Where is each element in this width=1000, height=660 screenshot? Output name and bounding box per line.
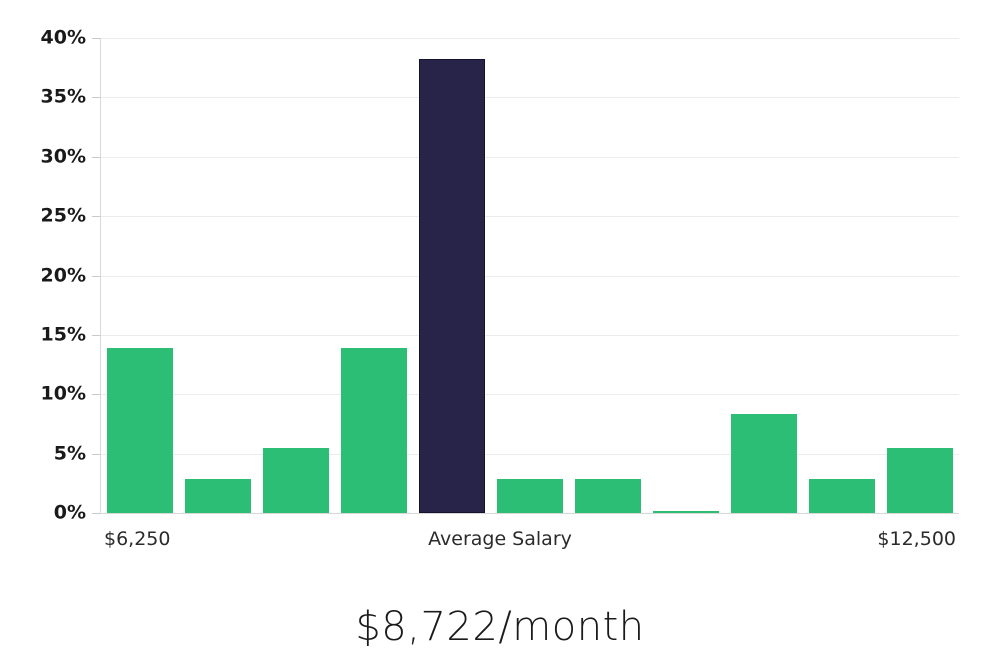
y-axis-label-10: 10% [40, 382, 86, 405]
y-axis-label-40: 40% [40, 26, 86, 49]
gridline-0-baseline [101, 513, 959, 514]
y-axis-labels: 40% 35% 30% 25% 20% 15% 10% 5% 0% [0, 0, 86, 660]
bar[interactable] [107, 347, 173, 513]
y-tick-mark-20 [92, 276, 100, 277]
bar[interactable] [497, 479, 563, 513]
gridline-10 [101, 394, 959, 395]
bar[interactable] [887, 447, 953, 513]
y-axis-label-35: 35% [40, 85, 86, 108]
y-tick-mark-25 [92, 216, 100, 217]
y-tick-mark-0 [92, 513, 100, 514]
y-axis-label-25: 25% [40, 204, 86, 227]
y-axis-label-5: 5% [53, 442, 86, 465]
y-tick-mark-35 [92, 97, 100, 98]
y-tick-mark-10 [92, 394, 100, 395]
gridline-5 [101, 454, 959, 455]
bar[interactable] [185, 479, 251, 513]
x-axis-label-max: $12,500 [877, 528, 956, 550]
y-axis-spine [100, 38, 101, 514]
y-tick-mark-15 [92, 335, 100, 336]
bar[interactable] [575, 479, 641, 513]
y-axis-label-15: 15% [40, 323, 86, 346]
bar[interactable] [419, 59, 485, 513]
bar-series [101, 38, 959, 514]
bar[interactable] [341, 347, 407, 513]
gridline-40 [101, 38, 959, 39]
bar[interactable] [731, 414, 797, 513]
chart-footer-title: $8,722/month [355, 604, 645, 650]
bar[interactable] [809, 479, 875, 513]
bar[interactable] [653, 510, 719, 513]
gridline-35 [101, 97, 959, 98]
bar[interactable] [263, 447, 329, 513]
y-axis-label-20: 20% [40, 264, 86, 287]
y-tick-mark-5 [92, 454, 100, 455]
x-axis-title: Average Salary [428, 528, 572, 550]
y-axis-label-30: 30% [40, 145, 86, 168]
gridline-25 [101, 216, 959, 217]
gridline-15 [101, 335, 959, 336]
y-tick-mark-30 [92, 157, 100, 158]
gridline-20 [101, 276, 959, 277]
plot-area [101, 38, 959, 514]
y-tick-mark-40 [92, 38, 100, 39]
gridline-30 [101, 157, 959, 158]
x-axis-label-min: $6,250 [104, 528, 171, 550]
y-axis-label-0: 0% [53, 501, 86, 524]
